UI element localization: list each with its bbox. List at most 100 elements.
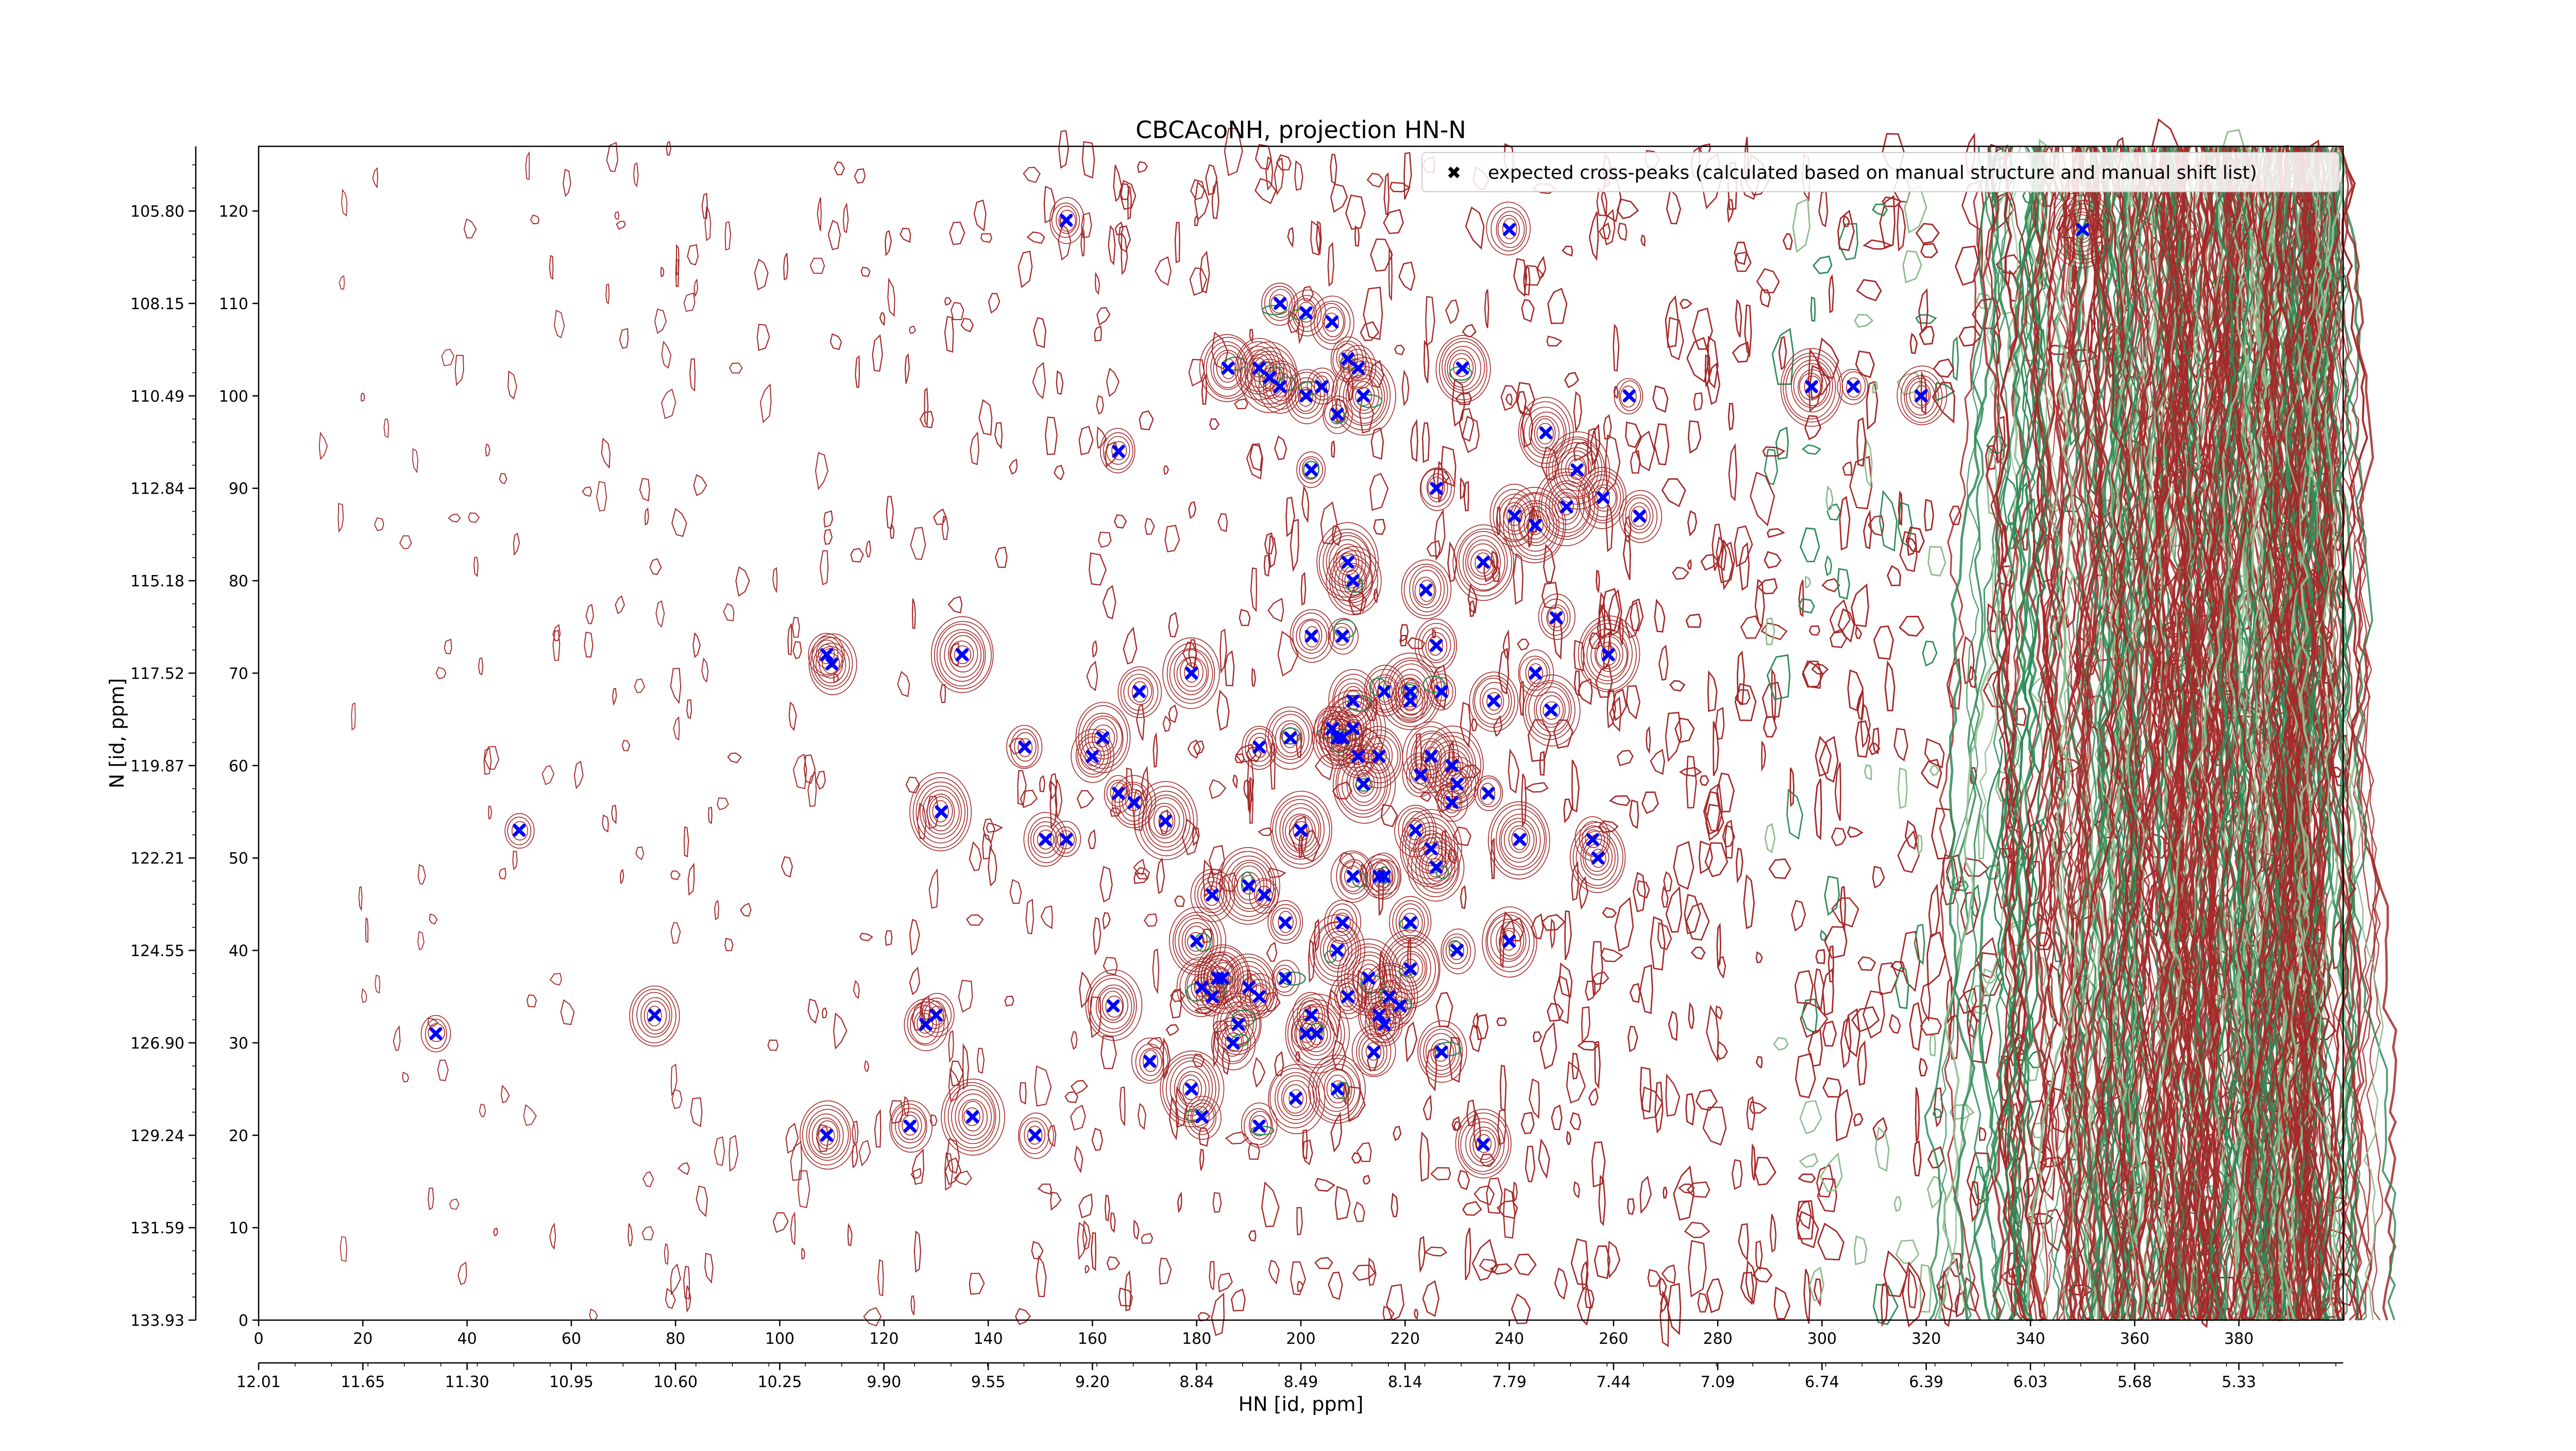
contour-noise	[1541, 914, 1566, 931]
contour-noise	[1715, 1005, 1723, 1020]
contour-noise	[911, 598, 916, 630]
contour-noise	[1700, 554, 1719, 571]
contour-noise	[1294, 160, 1303, 191]
cross-peak-marker	[1450, 944, 1464, 957]
contour-noise	[885, 230, 892, 257]
contour-noise	[1162, 1037, 1171, 1081]
peak-contour	[1445, 936, 1468, 964]
contour-noise	[853, 980, 860, 999]
peak-contour	[1296, 451, 1326, 488]
contour-noise	[1755, 1240, 1763, 1271]
peak-contour	[1174, 649, 1209, 696]
peak-contour	[1904, 375, 1939, 419]
peak-contour	[1518, 397, 1574, 468]
y-ppm-tick-label: 108.15	[130, 295, 184, 313]
contour-noise	[1174, 896, 1185, 907]
cross-peak-marker	[1315, 380, 1328, 393]
cross-peak-marker	[1258, 888, 1271, 902]
cross-peak-marker	[1425, 750, 1438, 763]
contour-noise	[910, 527, 926, 560]
contour-noise	[1726, 199, 1734, 224]
peak-contour	[1183, 1095, 1222, 1140]
contour-streak	[1991, 146, 2045, 1321]
peak-contour	[1486, 201, 1531, 256]
contour-noise	[948, 1067, 961, 1102]
peak-contour	[1299, 620, 1323, 651]
peak-contour	[1504, 821, 1535, 859]
contour-noise	[1755, 1056, 1763, 1069]
peak-contour	[507, 816, 532, 846]
contour-noise	[1804, 576, 1811, 589]
contour-noise	[1426, 540, 1441, 557]
contour-noise	[1842, 461, 1853, 476]
contour-noise	[1403, 152, 1412, 200]
contour-noise	[1496, 1017, 1507, 1026]
contour-noise	[1613, 323, 1620, 372]
contour-noise	[1360, 321, 1380, 341]
contour-noise	[976, 1048, 985, 1074]
contour-noise	[552, 623, 561, 642]
contour-noise	[1895, 1239, 1920, 1264]
peak-contour	[1630, 506, 1648, 527]
contour-noise	[833, 1012, 848, 1050]
peak-contour	[1421, 627, 1451, 663]
contour-noise	[1630, 598, 1644, 632]
contour-noise	[661, 340, 672, 369]
contour-noise	[1629, 983, 1641, 1003]
contour-noise	[1352, 1264, 1376, 1281]
peak-contour	[1480, 682, 1510, 720]
peak-contour	[1332, 341, 1364, 379]
cross-peak-marker	[1346, 870, 1360, 883]
peak-contour	[1526, 515, 1544, 535]
cross-peak-marker	[1252, 1119, 1266, 1133]
contour-noise	[1423, 340, 1430, 383]
peak-contour	[1442, 767, 1472, 803]
contour-noise	[1251, 667, 1256, 687]
peak-contour	[1324, 899, 1362, 944]
contour-noise	[457, 1261, 467, 1285]
contour-noise	[1499, 1065, 1507, 1112]
contour-noise	[1469, 600, 1476, 617]
x-index-tick-label: 300	[1807, 1330, 1837, 1348]
peak-contour	[1228, 859, 1272, 912]
x-ppm-tick-label: 9.20	[1075, 1373, 1110, 1391]
contour-noise	[375, 974, 381, 994]
contour-streak	[2329, 146, 2358, 1321]
contour-noise	[1243, 779, 1249, 800]
contour-noise	[1137, 1103, 1147, 1130]
contour-noise	[1277, 631, 1299, 677]
contour-noise	[809, 258, 825, 274]
peak-contour	[1049, 197, 1084, 244]
contour-noise	[1955, 245, 1980, 286]
cross-peak-marker	[1060, 213, 1073, 227]
contour-noise	[1483, 559, 1498, 582]
cross-peak-marker	[1086, 750, 1099, 763]
peak-contour	[1435, 335, 1491, 403]
contour-noise	[1799, 1153, 1819, 1168]
peak-contour	[1295, 1006, 1338, 1060]
contour-noise	[1507, 748, 1520, 794]
peak-contour	[1444, 346, 1482, 391]
peak-contour	[1583, 623, 1633, 684]
contour-noise	[1924, 738, 1945, 769]
contour-noise	[1963, 857, 1990, 877]
peak-contour	[1358, 964, 1381, 994]
peak-contour	[1543, 701, 1561, 720]
x-ppm-tick-label: 6.74	[1805, 1373, 1839, 1391]
cross-peak-marker	[1127, 796, 1141, 809]
peak-contour	[1373, 861, 1396, 891]
contour-noise	[1467, 583, 1478, 614]
cross-peak-marker	[1341, 352, 1354, 366]
peak-contour	[932, 800, 949, 822]
peak-contour	[2062, 203, 2104, 256]
cross-peak-marker	[1409, 823, 1422, 837]
peak-contour	[1569, 822, 1626, 893]
contour-noise	[1809, 1266, 1824, 1302]
contour-noise	[1844, 1008, 1860, 1058]
contour-streak	[2177, 146, 2235, 1321]
contour-noise	[1706, 1004, 1719, 1064]
peak-contour	[1376, 1014, 1391, 1036]
peak-contour	[1496, 808, 1545, 870]
peak-contour	[1909, 381, 1931, 409]
negative-contour	[1280, 727, 1301, 745]
